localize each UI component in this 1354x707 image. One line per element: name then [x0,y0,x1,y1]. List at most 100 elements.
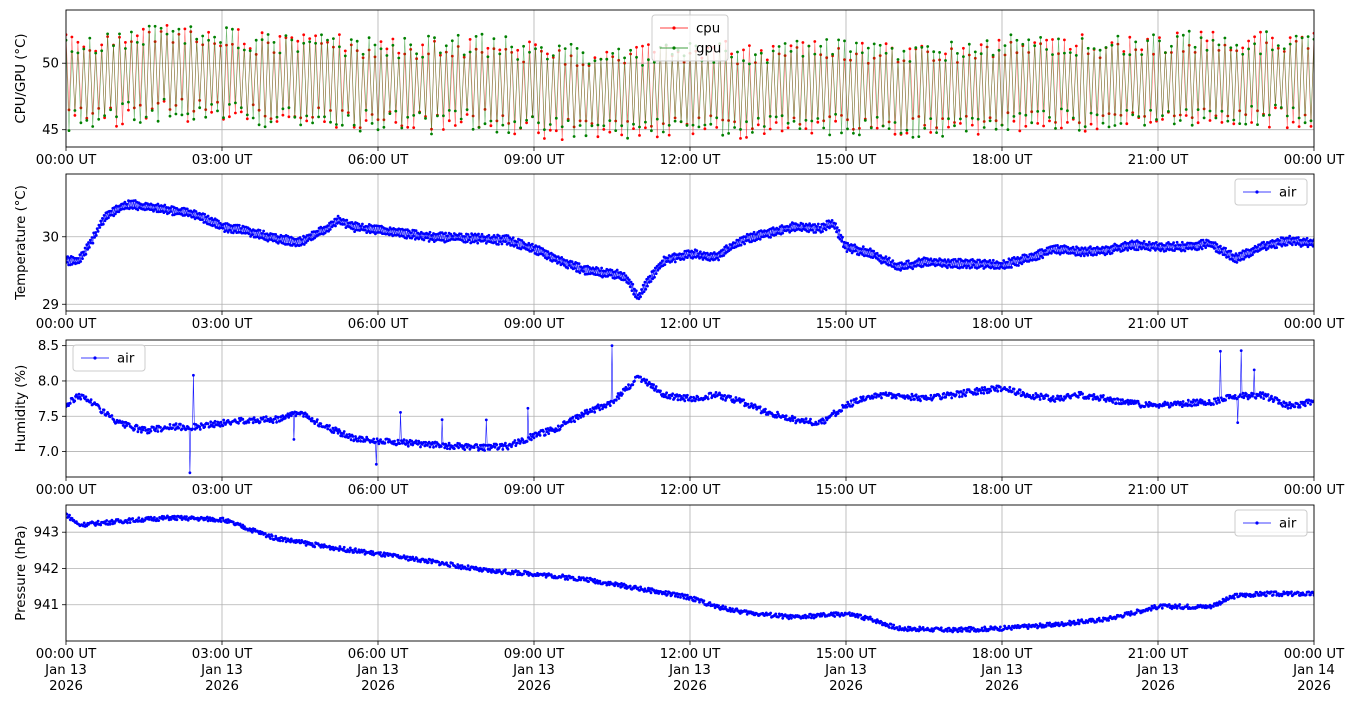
data-point [492,47,496,51]
data-point [1232,254,1236,257]
data-point [275,115,279,119]
data-point [198,425,201,429]
data-point [1285,126,1289,130]
data-point [858,133,861,137]
data-point [83,246,87,250]
data-point [843,58,846,61]
data-point [834,112,837,116]
data-point [271,421,275,424]
data-point [739,127,742,131]
data-point [94,234,98,237]
data-point [781,616,785,620]
data-point [320,33,323,37]
data-point [1220,109,1224,113]
data-point [94,51,98,55]
data-point [96,519,100,523]
data-point [614,129,618,133]
data-point [262,229,265,233]
data-point [637,297,641,301]
data-point [893,132,897,136]
data-point [171,41,175,44]
data-point [373,43,377,47]
data-point [414,229,418,233]
data-point [297,539,301,542]
data-point [315,418,319,421]
data-point [998,625,1002,629]
data-point [1306,47,1310,50]
data-point [1200,247,1204,251]
data-point [816,222,820,226]
data-point [338,45,341,49]
data-point [1183,249,1187,253]
data-point [345,433,349,437]
data-point [441,238,445,242]
data-point [76,257,80,260]
data-point [658,266,662,270]
series-markers-air [66,344,1314,475]
data-point [947,626,951,630]
data-point [590,410,594,413]
data-point [404,557,408,561]
data-point [406,555,409,559]
data-point [998,385,1002,389]
data-point [579,416,583,419]
x-tick-label: 00:00 UT [36,483,97,498]
data-point [1122,248,1126,252]
data-point [982,392,986,395]
data-point [88,400,92,404]
data-point [846,118,849,122]
data-point [787,225,791,229]
data-point [224,229,228,232]
x-tick-label: 12:00 UT [660,153,721,168]
data-point [938,51,941,54]
data-point [1243,394,1247,398]
data-point [126,521,129,525]
data-point [679,398,682,402]
data-point [247,232,251,236]
data-point [398,442,402,445]
data-point [1083,129,1087,133]
data-point [432,445,435,449]
data-point [996,389,1000,393]
data-point [1215,402,1219,405]
data-point [130,30,133,34]
data-point [91,112,95,115]
data-point [411,555,415,559]
data-point [424,117,427,120]
data-point [1036,122,1040,125]
data-point [1003,53,1007,57]
data-point [1265,30,1268,34]
data-point [813,40,817,43]
data-point [391,37,395,41]
data-point [415,52,418,56]
data-point [124,41,127,44]
data-point [600,403,603,407]
data-point [140,517,144,521]
data-point [959,122,962,125]
data-point [1063,38,1066,42]
x-tick-label: 2026 [829,679,863,694]
data-point [921,264,925,268]
data-point [659,261,662,265]
data-point [107,412,110,416]
data-point [979,43,983,47]
data-point [959,117,962,121]
data-point [1199,30,1203,34]
data-point [962,388,966,392]
data-point [248,49,252,53]
data-point [1038,398,1042,401]
data-point [633,379,636,383]
data-point [626,136,629,140]
data-point [544,575,548,579]
data-point [195,426,199,430]
data-point [878,54,882,57]
data-point [308,37,312,40]
x-tick-label: 15:00 UT [816,153,877,168]
data-point [191,427,194,431]
data-point [884,42,888,46]
data-point [118,204,122,208]
data-point [560,256,564,259]
data-point [352,125,356,129]
data-point [1008,385,1012,389]
